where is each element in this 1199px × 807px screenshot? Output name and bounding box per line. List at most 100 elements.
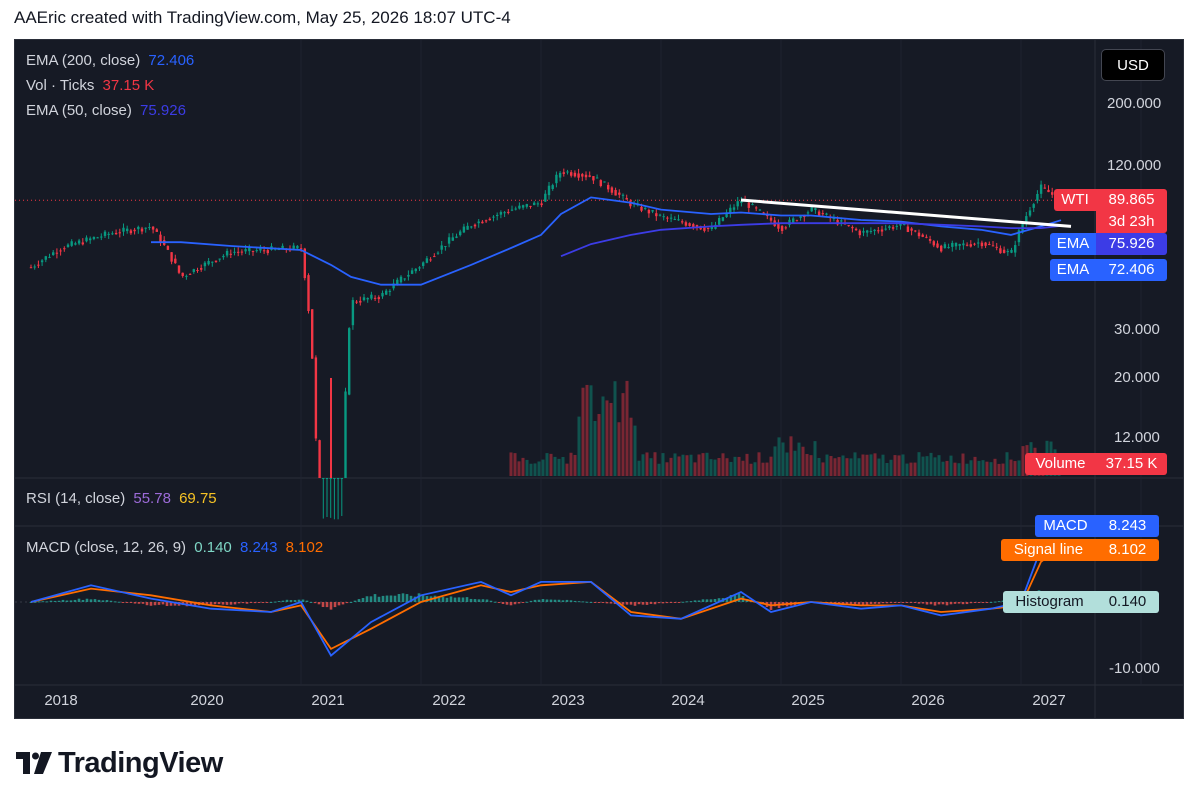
histogram-bar	[189, 602, 193, 606]
candle-body	[181, 272, 184, 277]
volume-bar	[733, 456, 737, 476]
legend-macd[interactable]: MACD (close, 12, 26, 9) 0.140 8.243 8.10…	[26, 539, 327, 556]
candle-body	[348, 328, 351, 395]
candle-body	[407, 274, 410, 277]
histogram-bar	[621, 602, 625, 605]
volume-bar	[593, 420, 597, 476]
candle-body	[351, 300, 355, 326]
candle-body	[174, 258, 177, 264]
candle-body	[570, 172, 573, 176]
volume-bar	[833, 458, 837, 476]
candle-body	[1006, 251, 1009, 253]
candle-body	[1039, 184, 1043, 194]
candle-body	[862, 231, 865, 233]
signal-line	[30, 546, 1062, 651]
candle-body	[381, 292, 384, 297]
volume-bar	[661, 453, 665, 476]
histogram-bar	[729, 595, 733, 602]
currency-button[interactable]: USD	[1101, 49, 1165, 81]
histogram-bar	[105, 600, 109, 602]
chart-canvas[interactable]	[15, 40, 1184, 719]
price-tick: 120.000	[1107, 157, 1162, 174]
candle-body	[248, 247, 251, 252]
histogram-bar	[157, 602, 161, 605]
volume-bar	[837, 457, 841, 476]
candle-body	[414, 268, 417, 272]
candle-body	[928, 238, 932, 241]
volume-bar	[705, 452, 709, 476]
volume-bar	[985, 461, 989, 476]
histogram-bar	[889, 602, 893, 603]
chart-frame[interactable]: EMA (200, close) 72.406 Vol · Ticks 37.1…	[14, 39, 1184, 719]
candle-body	[240, 251, 244, 253]
candle-body	[980, 242, 984, 247]
volume-bar	[633, 425, 637, 476]
volume-bar	[937, 455, 941, 476]
legend-volume-value: 37.15 K	[102, 77, 155, 94]
volume-bar	[589, 385, 593, 476]
candle-body	[1010, 249, 1013, 253]
candle-body	[536, 203, 540, 205]
histogram-bar	[233, 602, 237, 605]
volume-bar	[745, 453, 749, 476]
histogram-bar	[241, 602, 245, 604]
histogram-bar	[229, 602, 233, 605]
histogram-bar	[449, 596, 453, 602]
histogram-bar	[977, 602, 981, 603]
legend-ema50[interactable]: EMA (50, close) 75.926	[26, 102, 190, 119]
histogram-bar	[49, 600, 53, 602]
candle-body	[388, 290, 392, 292]
volume-bar	[721, 453, 725, 476]
histogram-bar	[581, 601, 585, 603]
histogram-bar	[561, 600, 565, 602]
legend-rsi[interactable]: RSI (14, close) 55.78 69.75	[26, 490, 221, 507]
histogram-bar	[545, 599, 549, 602]
histogram-bar	[985, 602, 989, 603]
volume-bar	[929, 452, 933, 476]
signal-tag-name: Signal line	[1001, 539, 1096, 561]
candle-body	[92, 236, 96, 240]
candle-body	[799, 216, 802, 218]
candle-body	[484, 220, 488, 222]
histogram-bar	[297, 599, 301, 602]
legend-volume[interactable]: Vol · Ticks 37.15 K	[26, 77, 158, 94]
histogram-bar	[109, 600, 113, 602]
histogram-bar	[689, 601, 693, 603]
histogram-bar	[33, 601, 37, 603]
volume-bar	[565, 463, 569, 476]
candle-body	[817, 211, 821, 217]
candle-body	[984, 242, 987, 246]
candle-body	[170, 252, 173, 262]
candle-body	[244, 249, 247, 252]
histogram-bar	[945, 602, 949, 606]
candle-body	[566, 171, 569, 173]
histogram-bar	[113, 601, 117, 603]
candle-body	[599, 180, 602, 186]
candle-body	[422, 262, 425, 266]
volume-bar	[709, 459, 713, 476]
volume-bar	[609, 402, 613, 476]
ema200-tag-name: EMA	[1050, 259, 1096, 281]
candle-body	[63, 248, 66, 250]
volume-bar	[773, 446, 777, 476]
tradingview-logo[interactable]: TradingView	[16, 747, 223, 779]
candle-body	[100, 236, 103, 238]
volume-bar	[517, 461, 521, 476]
histogram-bar	[97, 599, 101, 602]
candle-body	[473, 224, 477, 227]
legend-ema200[interactable]: EMA (200, close) 72.406	[26, 52, 198, 69]
histogram-bar	[537, 599, 541, 602]
signal-tag-value: 8.102	[1096, 539, 1159, 561]
histogram-bar	[477, 599, 481, 602]
candle-body	[499, 212, 503, 215]
candle-body	[529, 205, 532, 207]
legend-rsi-value: 55.78	[133, 490, 171, 507]
candle-body	[48, 256, 51, 258]
histogram-bar	[905, 602, 909, 603]
histogram-bar	[281, 600, 285, 602]
price-tick: 12.000	[1114, 429, 1160, 446]
volume-bar	[601, 396, 605, 476]
volume-bar	[641, 454, 645, 476]
candle-body	[825, 213, 828, 215]
histogram-bar	[521, 602, 525, 603]
